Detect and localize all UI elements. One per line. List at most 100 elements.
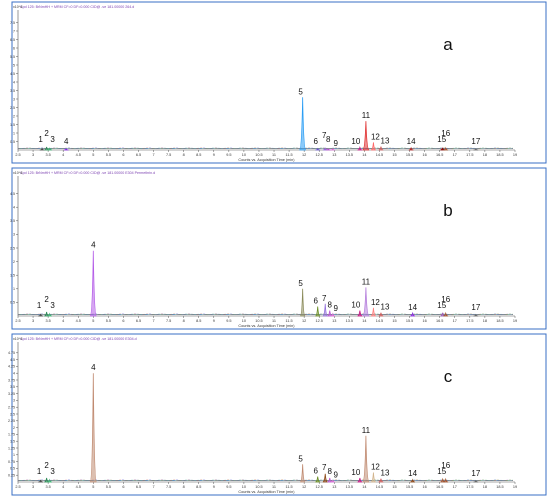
x-axis-label: Counts vs. Acquisition Time (min) [238, 158, 295, 162]
x-tick-label: 14 [362, 485, 366, 489]
y-tick-label: 6 [13, 46, 15, 50]
baseline-trace [17, 147, 514, 150]
y-tick-label: 0.25 [8, 474, 15, 478]
x-tick-label: 16 [423, 153, 427, 157]
peak-17 [473, 313, 479, 317]
peak-label-13: 13 [381, 303, 390, 312]
peak-10 [357, 310, 363, 317]
peak-label-17: 17 [471, 469, 480, 478]
peak-5 [300, 464, 306, 483]
x-tick-label: 17 [453, 485, 457, 489]
x-tick-label: 11 [272, 153, 276, 157]
y-tick-label: 3.5 [10, 89, 15, 93]
peak-label-6: 6 [313, 296, 318, 305]
peak-label-15: 15 [437, 135, 446, 144]
y-tick-label: 2.5 [10, 106, 15, 110]
peak-17 [473, 148, 479, 151]
y-tick-label: 4.5 [10, 358, 15, 362]
x-tick-label: 4 [62, 153, 64, 157]
peak-label-16: 16 [441, 295, 450, 304]
x-tick-label: 9 [213, 485, 215, 489]
peak-label-2: 2 [44, 129, 49, 138]
peak-10 [357, 145, 363, 151]
y-tick-label: 6.5 [10, 38, 15, 42]
y-tick-label: 4.25 [8, 365, 15, 369]
x-tick-label: 6 [122, 485, 124, 489]
y-tick-label: 1 [13, 453, 15, 457]
x-tick-label: 15.5 [406, 485, 413, 489]
peak-9 [330, 148, 336, 151]
peak-11 [362, 121, 370, 151]
x-tick-label: 7.5 [166, 485, 171, 489]
peak-label-13: 13 [381, 469, 390, 478]
y-tick-label: 7.5 [10, 21, 15, 25]
y-tick-label: 2 [13, 426, 15, 430]
x-tick-label: 7.5 [166, 153, 171, 157]
y-tick-label: 2.75 [8, 406, 15, 410]
x-tick-label: 11 [272, 319, 276, 323]
x-tick-label: 9.5 [226, 319, 231, 323]
y-tick-label: 0.5 [10, 467, 15, 471]
y-tick-label: 1.5 [10, 123, 15, 127]
peak-label-11: 11 [362, 426, 371, 435]
peak-label-1: 1 [38, 135, 43, 144]
x-tick-label: 11.5 [286, 485, 293, 489]
x-tick-label: 13.5 [346, 319, 353, 323]
x-tick-label: 16.5 [436, 153, 443, 157]
x-tick-label: 17.5 [466, 485, 473, 489]
peak-8 [325, 148, 331, 151]
chart-panel-a: Cpd 125: BrNmHH + MRM CF=0 DF=0.000 CID@… [10, 1, 547, 164]
y-multiplier: x10^4 [13, 171, 22, 175]
x-tick-label: 10 [242, 319, 246, 323]
x-tick-label: 8 [183, 485, 185, 489]
peak-label-9: 9 [334, 139, 339, 148]
x-tick-label: 16.5 [436, 319, 443, 323]
y-tick-label: 1.75 [8, 433, 15, 437]
peak-label-10: 10 [351, 468, 360, 477]
x-tick-label: 11.5 [286, 153, 293, 157]
peak-label-4: 4 [64, 137, 69, 146]
x-tick-label: 13.5 [346, 153, 353, 157]
x-tick-label: 15 [392, 319, 396, 323]
peak-14 [408, 146, 414, 151]
x-tick-label: 19 [513, 153, 517, 157]
peak-3 [47, 312, 53, 317]
peak-label-7: 7 [322, 131, 327, 140]
peak-5 [299, 288, 306, 317]
x-tick-label: 17 [453, 153, 457, 157]
peak-6 [315, 306, 321, 317]
x-tick-label: 18.5 [496, 153, 503, 157]
x-tick-label: 12.5 [316, 153, 323, 157]
panel-header: Cpd 125: BrNmHH + MRM CF=0 DF=0.000 CID@… [20, 171, 155, 175]
y-tick-label: 2 [13, 114, 15, 118]
peak-14 [410, 311, 416, 317]
x-tick-label: 11 [272, 485, 276, 489]
peak-label-16: 16 [441, 129, 450, 138]
x-tick-label: 6.5 [136, 153, 141, 157]
y-tick-label: 1.5 [10, 440, 15, 444]
peak-12 [370, 472, 376, 483]
x-tick-label: 9 [213, 319, 215, 323]
x-tick-label: 18 [483, 153, 487, 157]
x-tick-label: 17.5 [466, 153, 473, 157]
x-tick-label: 6 [122, 319, 124, 323]
x-tick-label: 12 [302, 319, 306, 323]
x-tick-label: 8.5 [196, 153, 201, 157]
peak-3 [47, 147, 53, 151]
peak-label-10: 10 [351, 301, 360, 310]
y-tick-label: 2.5 [10, 412, 15, 416]
peak-label-16: 16 [441, 461, 450, 470]
peak-label-3: 3 [50, 135, 55, 144]
peak-label-3: 3 [50, 467, 55, 476]
x-tick-label: 15 [392, 485, 396, 489]
x-tick-label: 17.5 [466, 319, 473, 323]
x-tick-label: 4 [62, 319, 64, 323]
y-tick-label: 3.75 [8, 378, 15, 382]
peak-label-11: 11 [362, 277, 371, 286]
x-tick-label: 3.5 [45, 485, 50, 489]
peak-10 [357, 477, 363, 483]
baseline-trace [17, 313, 514, 316]
peak-label-1: 1 [37, 467, 42, 476]
x-tick-label: 13 [332, 153, 336, 157]
panel-letter: a [443, 35, 453, 54]
